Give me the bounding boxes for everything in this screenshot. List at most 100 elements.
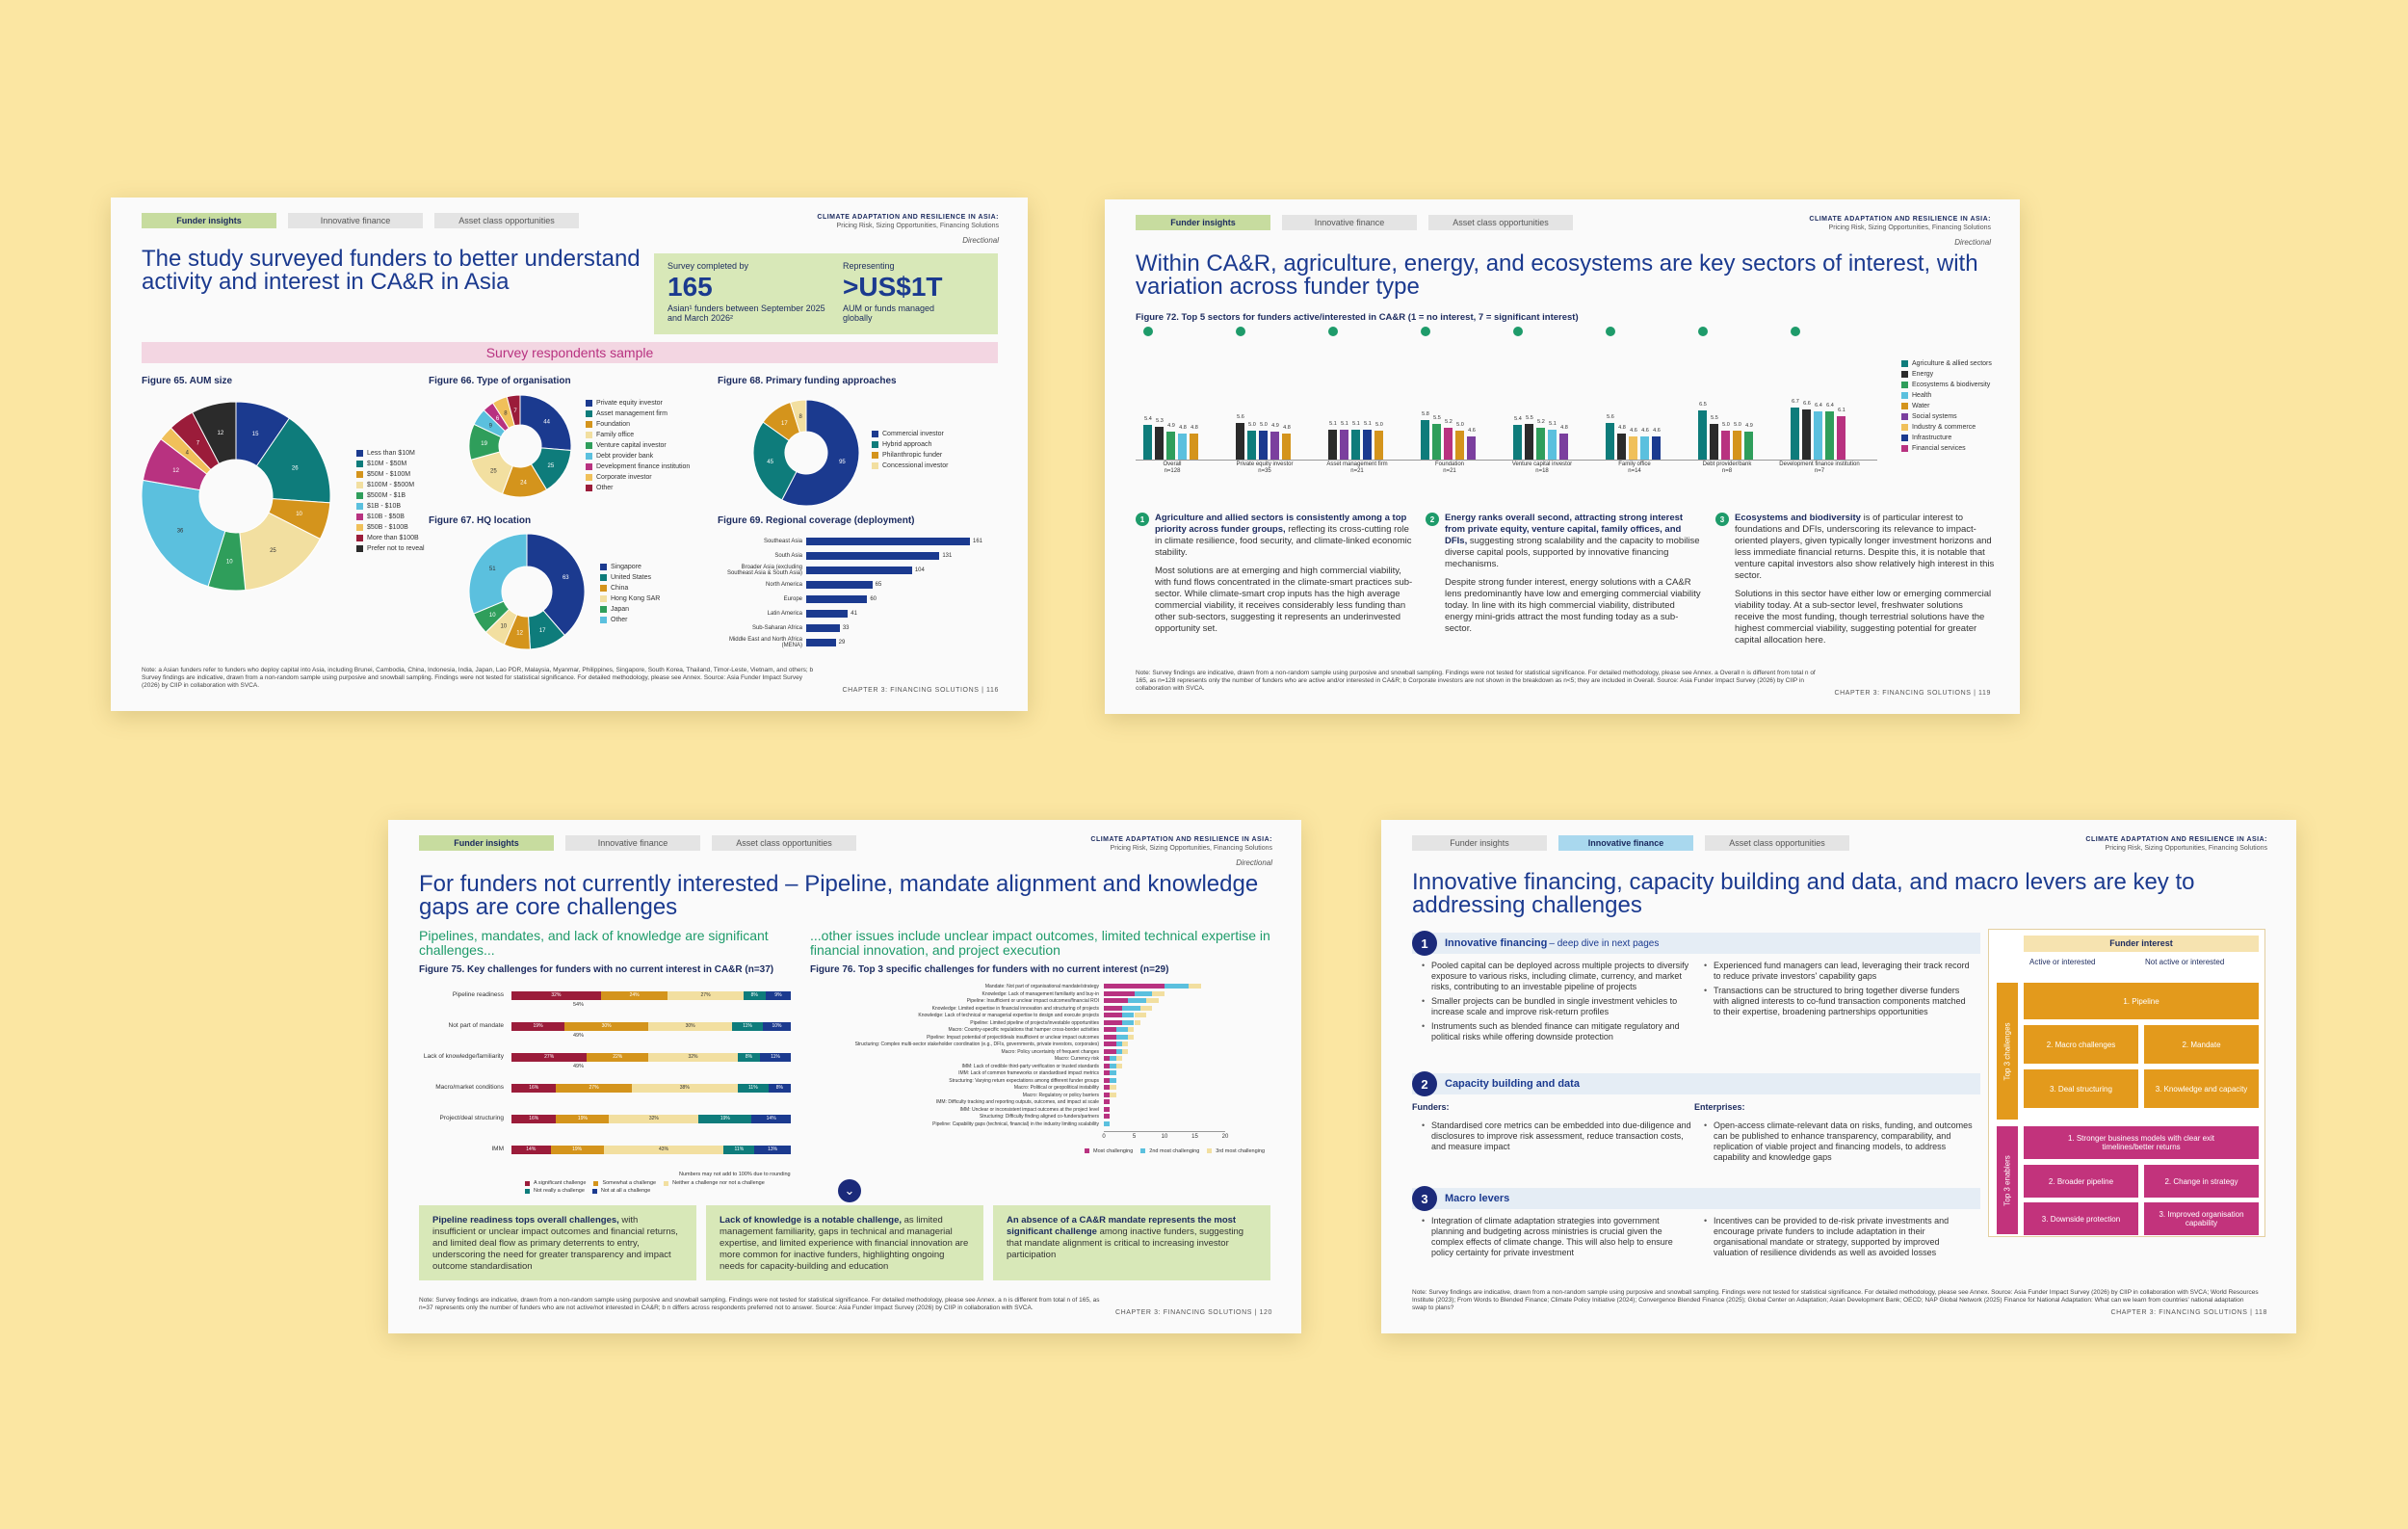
report-title: CLIMATE ADAPTATION AND RESILIENCE IN ASI… [2085, 836, 2267, 843]
tab-asset-class[interactable]: Asset class opportunities [1705, 835, 1849, 851]
row-challenges-label: Top 3 challenges [1997, 983, 2018, 1120]
specific-legend-item: 2nd most challenging [1140, 1146, 1199, 1156]
sector-value: 5.0 [1375, 422, 1383, 428]
fund-slice-label: 95 [839, 460, 846, 465]
tab-innovative-finance[interactable]: Innovative finance [565, 835, 700, 851]
sector-group-label: Venture capital investor n=18 [1499, 461, 1585, 475]
challenge-segment: 16% [511, 1115, 557, 1123]
challenge-segment: 8% [743, 991, 766, 1000]
report-subtitle: Pricing Risk, Sizing Opportunities, Fina… [1828, 224, 1991, 231]
number-badge-1: 1 [1136, 513, 1149, 526]
fund-legend-item: Commercial investor [872, 429, 948, 439]
org-legend-item: Asset management firm [586, 409, 690, 419]
page-title: Innovative financing, capacity building … [1412, 869, 2195, 918]
challenge-segment: 14% [751, 1115, 791, 1123]
legend-swatch [356, 461, 363, 467]
specific-challenge-bar [1110, 1070, 1116, 1075]
org-legend-item: Development finance institution [586, 461, 690, 472]
legend-swatch [1901, 435, 1908, 441]
region-value: 41 [851, 611, 857, 617]
specific-challenge-bar [1110, 1085, 1116, 1090]
row-enablers-label: Top 3 enablers [1997, 1126, 2018, 1234]
tab-asset-class[interactable]: Asset class opportunities [1428, 215, 1573, 230]
specific-challenge-bar [1104, 1048, 1116, 1054]
legend-swatch [600, 564, 607, 570]
section-innovative-financing: 1 Innovative financing – deep dive in ne… [1412, 931, 1980, 956]
tab-innovative-finance[interactable]: Innovative finance [1282, 215, 1417, 230]
challenge-legend-item: A significant challenge [525, 1179, 586, 1187]
priority-badge [1513, 327, 1523, 336]
challenge-segment: 11% [723, 1146, 755, 1154]
legend-swatch [586, 400, 592, 407]
challenge-segment: 32% [609, 1115, 699, 1123]
legend-swatch [586, 453, 592, 460]
sector-bar [1617, 433, 1626, 460]
aum-legend-item: $500M - $1B [356, 490, 425, 501]
slide-survey-overview: Funder insights Innovative finance Asset… [111, 198, 1028, 711]
col3-lead-bold: Ecosystems and biodiversity [1735, 513, 1861, 523]
legend-swatch [525, 1180, 530, 1186]
fund-slice [752, 421, 798, 501]
legend-swatch [356, 514, 363, 520]
sector-bar [1374, 431, 1383, 460]
specific-challenge-bar [1165, 984, 1190, 989]
challenge-bar: 16% 27% 38% 11% 8% [511, 1084, 791, 1093]
sector-bar [1155, 426, 1164, 460]
specific-challenge-bar [1104, 1070, 1111, 1075]
specific-challenge-chart: Mandate: Not part of organisational mand… [810, 979, 1282, 1181]
section1-subtitle: – deep dive in next pages [1549, 937, 1660, 949]
specific-challenge-label: Structuring: Complex multi-sector stakeh… [854, 1041, 1099, 1047]
aum-slice-label: 4 [186, 451, 190, 457]
tab-asset-class[interactable]: Asset class opportunities [434, 213, 579, 228]
specific-challenge-label: IMM: Unclear or inconsistent impact outc… [959, 1106, 1099, 1113]
sector-legend: Agriculture & allied sectors Energy Ecosys… [1901, 358, 1992, 454]
region-bar-row: North America 65 [718, 578, 1007, 592]
challenge-legend-item: Not really a challenge [525, 1187, 585, 1195]
specific-challenge-label: Pipeline: Insufficient or unclear impact… [966, 998, 1099, 1004]
callout-knowledge: Lack of knowledge is a notable challenge… [706, 1205, 983, 1280]
challenge-segment: 24% [600, 991, 668, 1000]
tab-funder-insights[interactable]: Funder insights [1136, 215, 1270, 230]
sector-value: 6.5 [1699, 402, 1707, 408]
bullet-item: Open-access climate-relevant data on ris… [1704, 1120, 1974, 1163]
tab-asset-class[interactable]: Asset class opportunities [712, 835, 856, 851]
tab-funder-insights[interactable]: Funder insights [419, 835, 554, 851]
tab-funder-insights[interactable]: Funder insights [142, 213, 276, 228]
challenge-segment: 22% [587, 1053, 649, 1062]
region-value: 60 [870, 596, 877, 602]
region-bar-row: Latin America 41 [718, 607, 1007, 620]
legend-swatch [664, 1180, 669, 1186]
hq-legend-item: Singapore [600, 562, 660, 572]
section1-left-bullets: Pooled capital can be deployed across mu… [1422, 961, 1691, 1046]
chevron-down-icon[interactable]: ⌄ [838, 1179, 861, 1202]
cell-improved-capability: 3. Improved organisation capability [2144, 1202, 2259, 1235]
slide-challenges: Funder insights Innovative finance Asset… [388, 820, 1301, 1333]
section3-left-bullets: Integration of climate adaptation strate… [1422, 1216, 1691, 1262]
group-n: n=7 [1814, 468, 1825, 474]
bullet-item: Smaller projects can be bundled in singl… [1422, 996, 1691, 1017]
org-legend-item: Venture capital investor [586, 440, 690, 451]
tab-funder-insights[interactable]: Funder insights [1412, 835, 1547, 851]
aum-legend-item: $50B - $100B [356, 522, 425, 533]
fund-slice [781, 399, 860, 507]
sector-value: 5.1 [1352, 420, 1360, 427]
org-slice [519, 394, 572, 452]
aum-legend-item: $10M - $50M [356, 459, 425, 469]
sector-value: 5.0 [1734, 422, 1741, 428]
sector-value: 5.1 [1549, 420, 1557, 427]
challenge-segment: 16% [511, 1084, 557, 1093]
priority-badge [1606, 327, 1615, 336]
group-n: n=14 [1628, 468, 1641, 474]
right-subheading: ...other issues include unclear impact o… [810, 928, 1270, 958]
sector-bar [1606, 422, 1614, 460]
tab-innovative-finance[interactable]: Innovative finance [1558, 835, 1693, 851]
tab-innovative-finance[interactable]: Innovative finance [288, 213, 423, 228]
specific-challenge-bar [1104, 1099, 1111, 1104]
sector-legend-item: Social systems [1901, 411, 1992, 422]
bullet-item: Incentives can be provided to de-risk pr… [1704, 1216, 1974, 1258]
sector-bar [1525, 424, 1533, 460]
challenge-segment: 13% [754, 1146, 791, 1154]
legend-label: Less than $10M [367, 450, 415, 457]
specific-challenge-bar [1121, 1041, 1129, 1046]
sector-bar-chart: 5.4 5.3 4.9 4.8 4.8 Overall n=128 5.6 5.0 5.0 4.9 4… [1136, 327, 1887, 500]
